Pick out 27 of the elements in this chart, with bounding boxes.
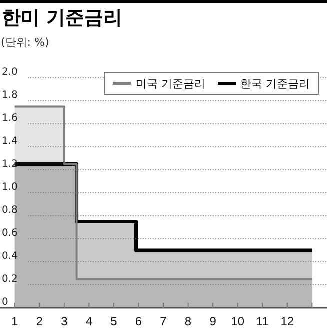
y-tick-label: 0.4 [2,251,18,262]
y-tick-label: 1.2 [2,159,18,170]
x-tick-label: 1 [12,314,19,329]
y-tick-label: 0 [2,297,8,308]
x-tick-label: 3 [61,314,68,329]
x-tick-label: 8 [184,314,192,329]
y-tick-label: 1.4 [2,136,18,147]
y-tick-label: 1.0 [2,182,18,193]
x-tick-label: 7 [160,314,168,329]
y-tick-label: 2.0 [2,67,18,78]
x-tick-label: 11 [256,314,270,329]
x-tick-label: 5 [110,314,118,329]
y-tick-label: 1.8 [2,90,18,101]
x-tick-label: 10 [231,314,245,329]
chart-title: 한미 기준금리 [2,7,123,29]
y-tick-label: 0.6 [2,228,18,239]
y-tick-label: 1.6 [2,113,18,124]
x-tick-label: 4 [86,314,93,329]
x-tick-label: 6 [135,314,142,329]
x-tick-label: 12 [280,314,294,329]
chart-subtitle: (단위: %) [1,36,50,49]
x-tick-label: 9 [210,314,217,329]
x-tick-label: 2 [36,314,44,329]
y-tick-label: 0.2 [2,274,18,285]
legend-label: 한국 기준금리 [240,77,310,90]
legend-label: 미국 기준금리 [136,77,206,90]
y-tick-label: 0.8 [2,205,18,216]
